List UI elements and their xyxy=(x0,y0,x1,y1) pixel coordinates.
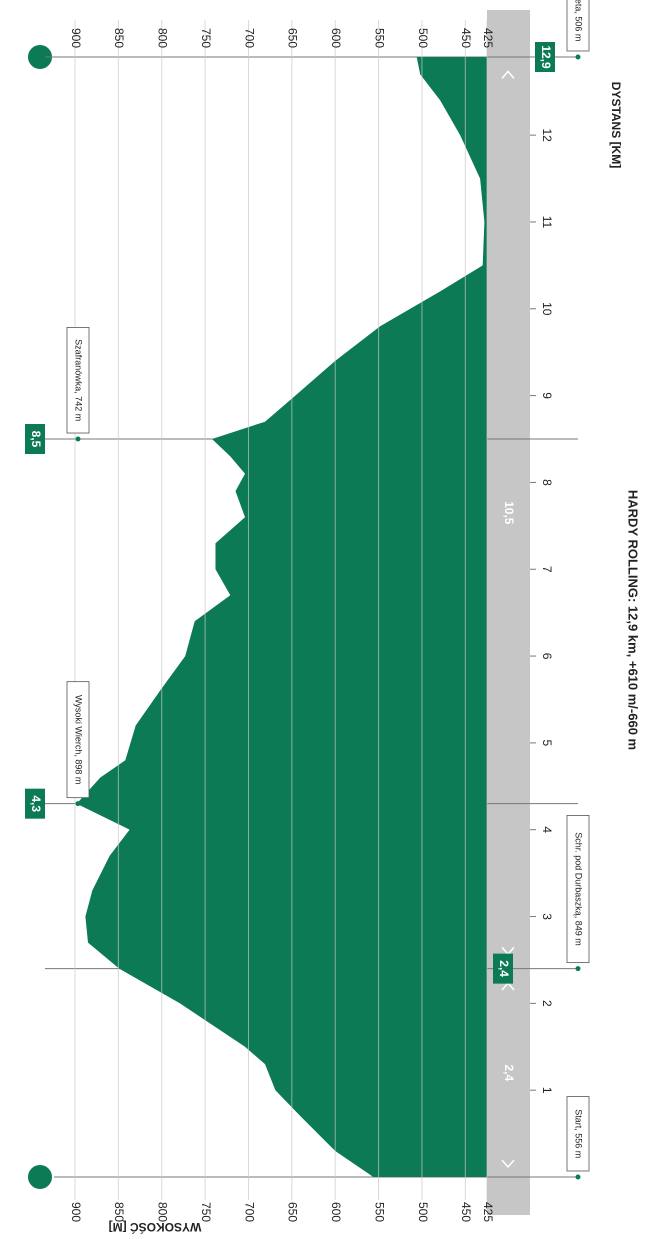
y-tick-label: 800 xyxy=(156,28,170,48)
annotation-label: Schr. pod Durbaszką, 849 m xyxy=(574,832,584,946)
x-tick-label: 10 xyxy=(540,302,554,316)
marker-label: 4,3 xyxy=(29,795,43,812)
annotation-box xyxy=(566,815,590,964)
y-axis-title: WYSOKOŚĆ [M] xyxy=(109,1220,202,1235)
annotation-dot xyxy=(75,801,81,807)
annotation-dot xyxy=(75,436,81,442)
annotation-label: Start, 556 m xyxy=(574,1109,584,1158)
y-tick-label: 900 xyxy=(69,1202,83,1222)
x-tick-label: 11 xyxy=(540,216,554,229)
y-tick-label: 700 xyxy=(242,1202,256,1222)
x-tick-label: 2 xyxy=(540,1000,554,1007)
x-tick-label: 9 xyxy=(540,392,554,399)
y-tick-label: 750 xyxy=(199,28,213,48)
segment-label: 10,5 xyxy=(502,501,516,525)
annotation-label: Wysoki Wierch, 898 m xyxy=(74,695,84,784)
elevation-area xyxy=(76,57,487,1177)
marker-box xyxy=(25,788,45,819)
annotation-box xyxy=(66,327,90,434)
y-tick-label: 850 xyxy=(112,1202,126,1222)
y-tick-label: 500 xyxy=(416,28,430,48)
y-tick-label: 800 xyxy=(156,1202,170,1222)
annotation-box xyxy=(566,0,590,52)
annotation-box xyxy=(566,1096,590,1172)
x-tick-label: 3 xyxy=(540,913,554,920)
y-tick-label: 425 xyxy=(481,1202,495,1222)
segment-label: 2,4 xyxy=(502,1064,516,1081)
y-tick-label: 425 xyxy=(481,28,495,48)
marker-box xyxy=(493,953,513,984)
x-tick-label: 7 xyxy=(540,566,554,573)
y-tick-label: 450 xyxy=(459,1202,473,1222)
annotation-dot xyxy=(575,1174,581,1180)
logo xyxy=(26,1163,54,1191)
y-tick-label: 700 xyxy=(242,28,256,48)
annotation-label: Szafranówka, 742 m xyxy=(74,339,84,421)
marker-label: 2,4 xyxy=(497,960,511,977)
chart-title: HARDY ROLLING: 12,9 km, +610 m/-660 m xyxy=(626,490,641,750)
annotation-label: Meta, 506 m xyxy=(574,0,584,41)
annotation-box xyxy=(66,681,90,799)
marker-label: 8,5 xyxy=(29,431,43,448)
x-axis-title: DYSTANS [KM] xyxy=(609,82,623,168)
annotation-dot xyxy=(575,54,581,60)
x-tick-label: 12 xyxy=(540,128,554,142)
marker-box xyxy=(25,424,45,455)
chevron xyxy=(501,1159,515,1169)
y-tick-label: 900 xyxy=(69,28,83,48)
y-tick-label: 750 xyxy=(199,1202,213,1222)
y-tick-label: 650 xyxy=(286,28,300,48)
x-tick-label: 1 xyxy=(540,1087,554,1094)
y-tick-label: 500 xyxy=(416,1202,430,1222)
x-tick-label: 6 xyxy=(540,653,554,660)
y-tick-label: 600 xyxy=(329,28,343,48)
y-tick-label: 550 xyxy=(372,1202,386,1222)
y-tick-label: 550 xyxy=(372,28,386,48)
x-tick-label: 5 xyxy=(540,740,554,747)
x-tick-label: 4 xyxy=(540,826,554,833)
y-tick-label: 450 xyxy=(459,28,473,48)
distance-band xyxy=(487,10,530,1215)
y-tick-label: 650 xyxy=(286,1202,300,1222)
marker-box xyxy=(535,42,555,72)
annotation-dot xyxy=(575,966,581,972)
y-tick-label: 850 xyxy=(112,28,126,48)
chevron xyxy=(501,70,515,79)
y-tick-label: 600 xyxy=(329,1202,343,1222)
x-tick-label: 8 xyxy=(540,479,554,486)
marker-label: 12,9 xyxy=(539,45,553,69)
